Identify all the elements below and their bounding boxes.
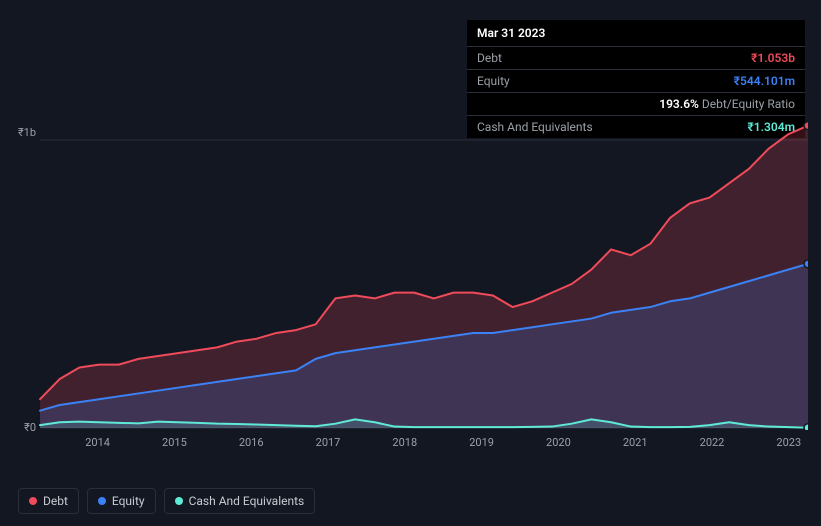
legend-item[interactable]: Debt bbox=[18, 488, 79, 514]
tooltip-row-value: ₹544.101m bbox=[734, 74, 795, 88]
legend: Debt Equity Cash And Equivalents bbox=[18, 488, 315, 514]
x-axis-tick: 2021 bbox=[623, 436, 648, 449]
x-axis-tick: 2020 bbox=[546, 436, 571, 449]
x-axis-tick: 2016 bbox=[239, 436, 264, 449]
legend-dot-icon bbox=[29, 497, 37, 505]
tooltip-row: 193.6% Debt/Equity Ratio bbox=[467, 92, 805, 115]
x-axis-tick: 2023 bbox=[776, 436, 801, 449]
tooltip-row-value: 193.6% Debt/Equity Ratio bbox=[659, 97, 795, 111]
legend-dot-icon bbox=[98, 497, 106, 505]
legend-dot-icon bbox=[175, 497, 183, 505]
legend-item-label: Cash And Equivalents bbox=[189, 494, 305, 508]
tooltip-row: Debt ₹1.053b bbox=[467, 46, 805, 69]
x-axis-tick: 2018 bbox=[392, 436, 417, 449]
legend-item[interactable]: Cash And Equivalents bbox=[164, 488, 316, 514]
legend-item-label: Equity bbox=[112, 494, 145, 508]
legend-item-label: Debt bbox=[43, 494, 68, 508]
x-axis-tick: 2015 bbox=[162, 436, 187, 449]
tooltip-row-label: Equity bbox=[477, 74, 510, 88]
chart-area bbox=[18, 120, 808, 450]
tooltip-row: Equity ₹544.101m bbox=[467, 69, 805, 92]
legend-item[interactable]: Equity bbox=[87, 488, 156, 514]
tooltip-date: Mar 31 2023 bbox=[467, 20, 805, 46]
tooltip-row-value: ₹1.053b bbox=[751, 51, 795, 65]
x-axis-tick: 2014 bbox=[85, 436, 110, 449]
x-axis-tick: 2019 bbox=[469, 436, 494, 449]
tooltip-row-label: Debt bbox=[477, 51, 502, 65]
x-axis-tick: 2017 bbox=[316, 436, 341, 449]
chart-svg bbox=[18, 120, 808, 430]
x-axis-tick: 2022 bbox=[700, 436, 725, 449]
